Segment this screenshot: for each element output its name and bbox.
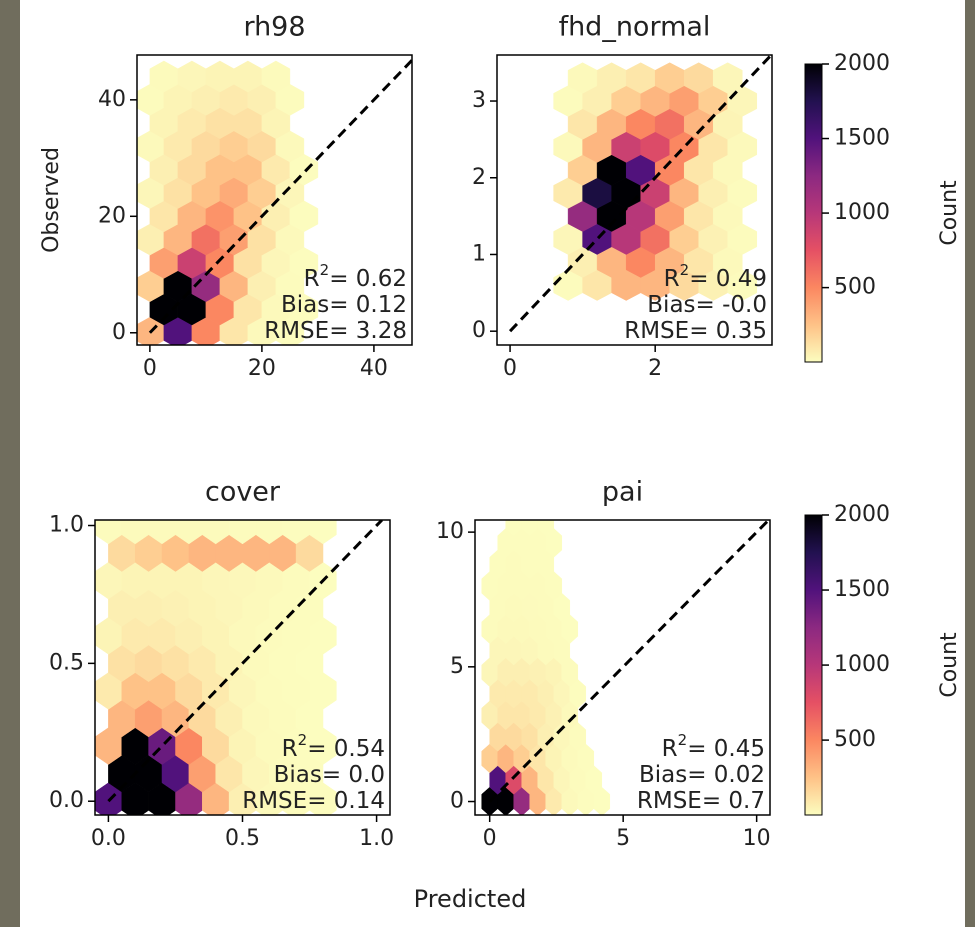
annotation-text: RMSE= 0.7 <box>637 788 765 814</box>
y-tick-label: 2 <box>472 165 486 190</box>
annotation-text: Bias= -0.0 <box>647 292 767 318</box>
annotation-text: Bias= 0.0 <box>274 762 385 788</box>
y-tick-label: 0.0 <box>49 788 84 813</box>
annotation: Bias= 0.12 <box>281 292 407 318</box>
subplot-title: fhd_normal <box>559 12 711 43</box>
colorbar-label: Count <box>937 180 962 246</box>
y-axis-label: Observed <box>39 147 64 253</box>
x-tick-label: 0 <box>143 356 157 381</box>
y-tick-label: 1 <box>472 241 486 266</box>
x-tick-label: 0.0 <box>91 826 126 851</box>
x-tick-label: 0.5 <box>225 826 260 851</box>
hexbin <box>712 62 743 94</box>
colorbar-tick-label: 500 <box>834 275 876 300</box>
hexbin <box>309 520 337 545</box>
hexbin <box>202 520 230 545</box>
annotation-text: Bias= 0.02 <box>639 762 765 788</box>
colorbar-tick-label: 1000 <box>834 200 890 225</box>
x-tick-label: 40 <box>360 356 388 381</box>
annotation-sup: 2 <box>680 261 690 279</box>
y-tick-label: 0 <box>472 318 486 343</box>
annotation-text: Bias= 0.12 <box>281 292 407 318</box>
annotation: RMSE= 0.35 <box>624 318 767 344</box>
hexbin <box>282 520 310 545</box>
annotation-rest: = 0.62 <box>329 266 407 292</box>
annotation-text: R <box>664 266 680 292</box>
plot-area <box>137 59 412 345</box>
annotation-rest: = 0.49 <box>689 266 767 292</box>
y-tick-label: 1.0 <box>49 513 84 538</box>
annotation-sup: 2 <box>678 731 688 749</box>
colorbar-tick-label: 2000 <box>834 502 890 527</box>
annotation-text: R <box>662 736 678 762</box>
annotation: R2= 0.45 <box>662 731 765 762</box>
annotation: R2= 0.49 <box>664 261 767 292</box>
y-tick-label: 5 <box>450 654 464 679</box>
colorbar-tick-label: 1500 <box>834 577 890 602</box>
hexbin <box>95 520 123 545</box>
hexbin <box>521 520 538 537</box>
annotation: RMSE= 0.7 <box>637 788 765 814</box>
annotation: R2= 0.54 <box>282 731 385 762</box>
hexbin <box>228 520 257 545</box>
hexbin <box>261 60 291 93</box>
hexbin <box>255 520 283 545</box>
hexbin <box>175 520 203 545</box>
subplot-title: pai <box>602 477 643 508</box>
y-tick-label: 0 <box>112 320 126 345</box>
annotation: Bias= 0.0 <box>274 762 385 788</box>
x-tick-label: 0 <box>483 826 497 851</box>
annotation-text: R <box>304 266 320 292</box>
x-tick-label: 1.0 <box>359 826 394 851</box>
hexbin <box>505 520 522 537</box>
annotation: Bias= -0.0 <box>647 292 767 318</box>
plot-area <box>95 520 384 815</box>
annotation: Bias= 0.02 <box>639 762 765 788</box>
annotation-sup: 2 <box>298 731 308 749</box>
colorbar <box>804 63 823 363</box>
hexbin <box>537 520 555 537</box>
y-tick-label: 3 <box>472 88 486 113</box>
x-tick-label: 2 <box>648 356 662 381</box>
identity-line <box>107 520 384 803</box>
y-tick-label: 40 <box>98 87 126 112</box>
annotation-rest: = 0.45 <box>687 736 765 762</box>
subplot-title: cover <box>205 477 281 508</box>
hexbin <box>148 520 176 545</box>
plot-area <box>508 55 772 333</box>
colorbar-tick-label: 500 <box>834 727 876 752</box>
annotation-rest: = 0.54 <box>307 736 385 762</box>
annotation: RMSE= 3.28 <box>264 318 407 344</box>
colorbar <box>804 514 823 816</box>
x-tick-label: 10 <box>743 826 771 851</box>
annotation-text: R <box>282 736 298 762</box>
annotation-text: RMSE= 3.28 <box>264 318 407 344</box>
y-tick-label: 10 <box>436 519 464 544</box>
x-tick-label: 5 <box>616 826 630 851</box>
colorbar-label: Count <box>937 632 962 698</box>
x-tick-label: 20 <box>248 356 276 381</box>
plot-area <box>481 520 770 815</box>
axes-frame <box>136 54 413 346</box>
y-tick-label: 0.5 <box>49 650 84 675</box>
annotation-text: RMSE= 0.14 <box>242 788 385 814</box>
x-axis-label: Predicted <box>414 885 527 913</box>
subplot-title: rh98 <box>243 12 305 43</box>
y-tick-label: 0 <box>450 789 464 814</box>
annotation-sup: 2 <box>320 261 330 279</box>
axes-frame <box>496 54 773 346</box>
annotation: R2= 0.62 <box>304 261 407 292</box>
colorbar-tick-label: 1000 <box>834 652 890 677</box>
colorbar-tick-label: 1500 <box>834 126 890 151</box>
hexbin <box>121 520 149 545</box>
annotation: RMSE= 0.14 <box>242 788 385 814</box>
y-tick-label: 20 <box>98 203 126 228</box>
x-tick-label: 0 <box>503 356 517 381</box>
annotation-text: RMSE= 0.35 <box>624 318 767 344</box>
colorbar-tick-label: 2000 <box>834 51 890 76</box>
identity-line <box>488 520 770 803</box>
